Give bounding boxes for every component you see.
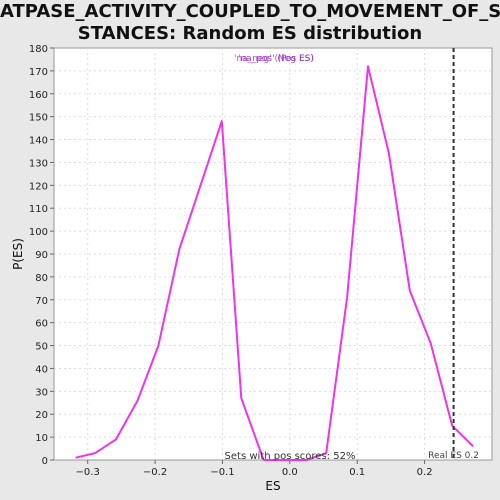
x-tick-label: −0.3	[76, 467, 100, 478]
y-tick-label: 110	[29, 204, 48, 215]
y-tick-label: 30	[35, 387, 48, 398]
axes: 0 10 20 30 40 50 60 70 80 90 100 110 120 130 140 150 160…	[29, 44, 433, 478]
y-axis-label: P(ES)	[11, 238, 25, 270]
x-tick-label: 0.0	[282, 467, 298, 478]
real-es-label: Real ES 0.2	[428, 451, 479, 461]
x-tick-label: −0.2	[143, 467, 167, 478]
y-tick-label: 180	[29, 44, 48, 55]
x-axis-label: ES	[265, 479, 280, 493]
chart-title: ATPASE_ACTIVITY_COUPLED_TO_MOVEMENT_OF_S…	[0, 1, 500, 45]
y-tick-label: 80	[35, 273, 48, 284]
grid-lines	[54, 48, 492, 460]
chart-title-line-1: ATPASE_ACTIVITY_COUPLED_TO_MOVEMENT_OF_S…	[0, 1, 500, 22]
real-es-marker: Real ES 0.2	[428, 48, 479, 461]
y-tick-label: 140	[29, 136, 48, 147]
x-tick-label: 0.1	[349, 467, 365, 478]
y-tick-label: 60	[35, 319, 48, 330]
pos-scores-annotation: Sets with pos scores: 52%	[225, 451, 356, 462]
x-tick-label: 0.2	[417, 467, 433, 478]
y-tick-label: 70	[35, 296, 48, 307]
y-tick-label: 100	[29, 227, 48, 238]
y-tick-label: 130	[29, 158, 48, 169]
y-tick-label: 0	[42, 456, 48, 467]
y-tick-label: 90	[35, 250, 48, 261]
y-tick-label: 20	[35, 410, 48, 421]
y-tick-label: 50	[35, 342, 48, 353]
chart-title-line-2: STANCES: Random ES distribution	[77, 23, 423, 44]
y-tick-label: 160	[29, 90, 48, 101]
series-layer	[75, 65, 474, 461]
es-distribution-line	[75, 65, 474, 461]
y-tick-label: 120	[29, 181, 48, 192]
y-tick-label: 40	[35, 364, 48, 375]
y-tick-label: 170	[29, 67, 48, 78]
y-tick-label: 10	[35, 433, 48, 444]
legend-pos: 'na_pos' (Pos ES)	[238, 54, 314, 64]
legend-neg: 'na_neg' (Neg ES)	[234, 54, 314, 64]
x-tick-label: −0.1	[210, 467, 234, 478]
y-tick-label: 150	[29, 113, 48, 124]
